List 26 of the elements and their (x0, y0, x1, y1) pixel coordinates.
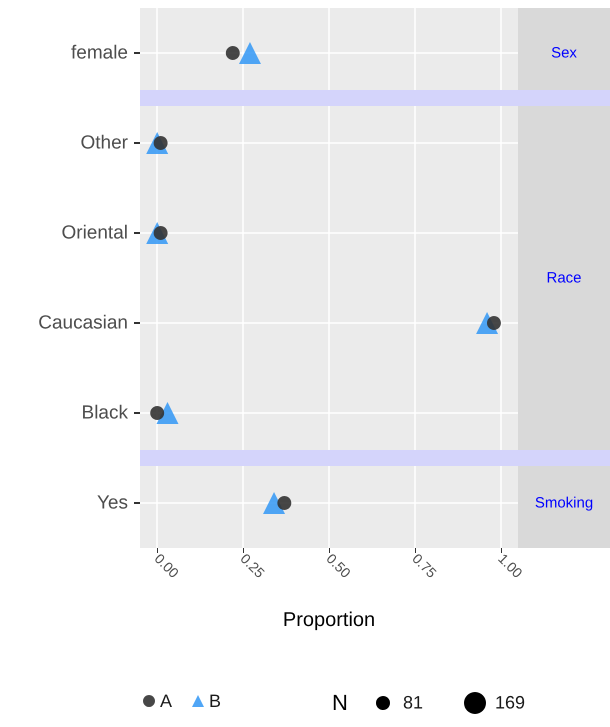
y-tick-label: Caucasian (38, 312, 128, 334)
x-tick-label: 1.00 (495, 550, 526, 582)
y-tick-label: Black (82, 402, 128, 424)
text: Sex (551, 44, 577, 62)
x-tick-label: 0.00 (152, 550, 182, 582)
y-tick-label: Yes (97, 492, 128, 514)
point (226, 46, 240, 60)
x-axis-title: Proportion (282, 609, 376, 631)
y-tick-label: female (70, 42, 128, 64)
x-tick-label: 0.25 (237, 550, 268, 582)
text: Race (546, 270, 582, 286)
point (238, 42, 261, 64)
text: N (332, 690, 348, 716)
text: Smoking (534, 494, 594, 512)
y-tick-label: Oriental (61, 222, 128, 244)
text: 169 (495, 692, 526, 714)
point (156, 402, 178, 424)
x-tick-label: 0.75 (409, 550, 440, 582)
point (263, 492, 286, 514)
point (150, 406, 164, 420)
legend-label: A (160, 691, 172, 711)
point (277, 496, 292, 510)
text: 81 (403, 692, 424, 714)
legend-label: B (209, 691, 222, 711)
y-tick-label: Other (80, 132, 129, 154)
x-tick-label: 0.50 (323, 550, 354, 582)
